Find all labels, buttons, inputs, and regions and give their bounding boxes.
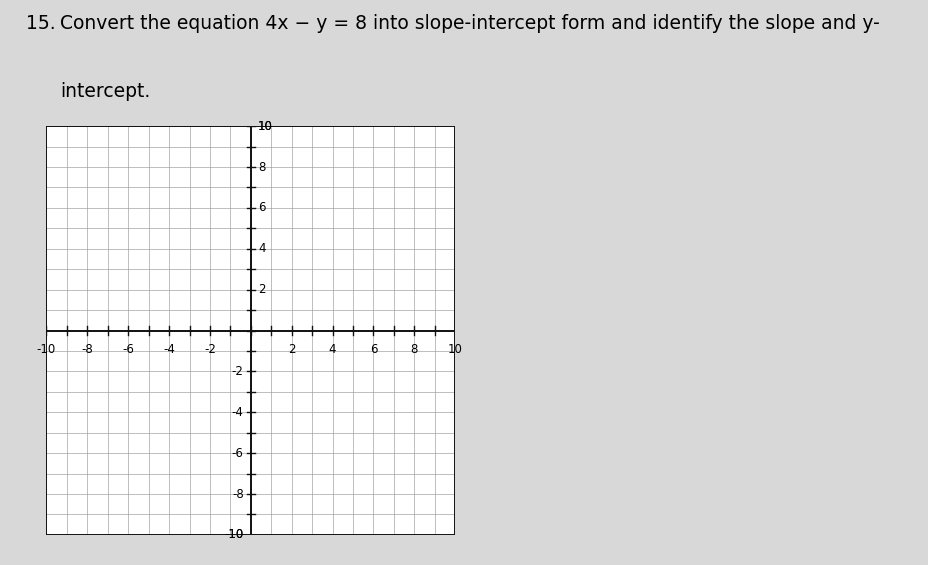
Text: 2: 2 — [288, 343, 295, 356]
Text: -4: -4 — [232, 406, 243, 419]
Text: 8: 8 — [258, 160, 265, 173]
Text: 10: 10 — [258, 120, 273, 133]
Text: 4: 4 — [329, 343, 336, 356]
Text: -8: -8 — [232, 488, 243, 501]
Text: 6: 6 — [258, 201, 265, 214]
Text: 6: 6 — [369, 343, 377, 356]
Text: Convert the equation 4x − y = 8 into slope-intercept form and identify the slope: Convert the equation 4x − y = 8 into slo… — [60, 14, 879, 33]
Text: -6: -6 — [122, 343, 134, 356]
Text: 15.: 15. — [26, 14, 56, 33]
Text: 10: 10 — [258, 120, 273, 133]
Text: -10: -10 — [37, 343, 56, 356]
Text: -2: -2 — [232, 365, 243, 378]
Text: -10: -10 — [225, 528, 243, 541]
Text: -8: -8 — [82, 343, 93, 356]
Text: -4: -4 — [163, 343, 174, 356]
Text: -6: -6 — [232, 447, 243, 460]
Text: intercept.: intercept. — [60, 82, 150, 101]
Text: 8: 8 — [410, 343, 418, 356]
Text: -2: -2 — [204, 343, 215, 356]
Text: 10: 10 — [447, 343, 462, 356]
Text: 4: 4 — [258, 242, 265, 255]
Text: 2: 2 — [258, 283, 265, 296]
Text: -10: -10 — [225, 528, 243, 541]
